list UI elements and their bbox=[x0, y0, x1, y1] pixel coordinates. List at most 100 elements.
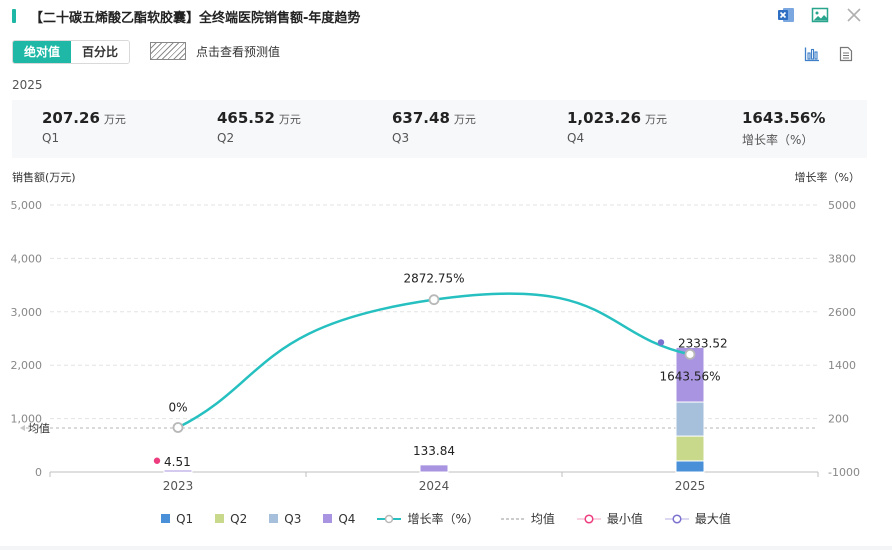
mean-label: 均值 bbox=[28, 422, 50, 435]
legend-label: 最大值 bbox=[694, 512, 731, 526]
title-accent-mark bbox=[12, 9, 16, 23]
legend-swatch bbox=[576, 513, 601, 524]
y-tick-label: 4,000 bbox=[11, 252, 43, 265]
legend-label: 均值 bbox=[530, 512, 555, 526]
close-icon[interactable] bbox=[844, 5, 864, 25]
bar-segment-q3 bbox=[675, 401, 705, 437]
legend-item[interactable]: 最小值 bbox=[576, 510, 643, 527]
x-tick-label: 2024 bbox=[419, 479, 450, 493]
legend-swatch bbox=[664, 513, 689, 524]
value-mode-toggle: 绝对值 百分比 bbox=[12, 40, 131, 64]
summary-item-q1: 207.26 万元 Q1 bbox=[42, 109, 126, 145]
legend-swatch bbox=[377, 514, 402, 523]
page-title: 【二十碳五烯酸乙酯软胶囊】全终端医院销售额-年度趋势 bbox=[30, 10, 361, 26]
sales-trend-chart: 销售额(万元) 增长率（%） 0 -1000 1,000 200 2,000 1400 3,00… bbox=[11, 170, 861, 493]
y-right-tick-label: 1400 bbox=[828, 359, 856, 372]
bar-total-label: 4.51 bbox=[164, 455, 191, 469]
y-tick-label: 1,000 bbox=[11, 413, 43, 426]
legend-label: Q3 bbox=[284, 511, 302, 526]
summary-value: 465.52 bbox=[217, 109, 275, 127]
hatch-swatch bbox=[150, 42, 186, 60]
bar-segment-q1 bbox=[163, 469, 193, 473]
summary-label: Q2 bbox=[217, 131, 235, 145]
summary-value: 207.26 bbox=[42, 109, 100, 127]
y-right-tick-label: -1000 bbox=[828, 466, 860, 479]
summary-year: 2025 bbox=[12, 78, 43, 92]
summary-label: Q4 bbox=[567, 131, 585, 145]
summary-unit: 万元 bbox=[278, 113, 301, 126]
summary-label: 增长率（%） bbox=[742, 133, 814, 147]
legend-label: Q1 bbox=[176, 511, 194, 526]
summary-value: 1,023.26 bbox=[567, 109, 642, 127]
growth-label: 0% bbox=[168, 401, 187, 415]
legend-item[interactable]: Q3 bbox=[269, 512, 301, 526]
max-marker bbox=[657, 339, 665, 346]
growth-label: 2872.75% bbox=[403, 272, 464, 286]
summary-value: 637.48 bbox=[392, 109, 450, 127]
x-tick-label: 2023 bbox=[163, 479, 194, 493]
y-tick-label: 5,000 bbox=[11, 199, 43, 212]
legend-label: 最小值 bbox=[606, 512, 643, 526]
bar-total-label: 2333.52 bbox=[678, 336, 728, 350]
growth-line bbox=[177, 292, 691, 429]
toggle-absolute[interactable]: 绝对值 bbox=[13, 41, 72, 63]
title-bar: 【二十碳五烯酸乙酯软胶囊】全终端医院销售额-年度趋势 bbox=[12, 6, 360, 26]
table-icon[interactable] bbox=[836, 44, 856, 64]
y-right-tick-label: 3800 bbox=[828, 252, 856, 265]
growth-label: 1643.56% bbox=[659, 369, 720, 383]
min-marker bbox=[153, 457, 161, 464]
legend-label: 增长率（%） bbox=[407, 512, 479, 526]
summary-item-q2: 465.52 万元 Q2 bbox=[217, 109, 301, 145]
mean-marker bbox=[20, 425, 25, 432]
summary-unit: 万元 bbox=[103, 113, 126, 126]
summary-item-q4: 1,023.26 万元 Q4 bbox=[567, 109, 667, 145]
summary-value: 1643.56% bbox=[742, 109, 826, 127]
x-tick-label: 2025 bbox=[675, 479, 706, 493]
legend-label: Q2 bbox=[230, 511, 248, 526]
summary-unit: 万元 bbox=[645, 113, 668, 126]
y-right-tick-label: 200 bbox=[828, 413, 849, 426]
legend-item[interactable]: Q4 bbox=[323, 512, 355, 526]
view-switch bbox=[802, 44, 856, 64]
image-export-icon[interactable] bbox=[810, 5, 830, 25]
legend-item[interactable]: 最大值 bbox=[664, 510, 731, 527]
predict-toggle[interactable]: 点击查看预测值 bbox=[150, 42, 280, 60]
bar-total-label: 133.84 bbox=[413, 444, 455, 458]
legend-item[interactable]: Q2 bbox=[215, 512, 247, 526]
bar-segment-q1 bbox=[675, 460, 705, 473]
summary-label: Q1 bbox=[42, 131, 60, 145]
legend-item[interactable]: Q1 bbox=[161, 512, 193, 526]
legend-label: Q4 bbox=[338, 511, 356, 526]
y-right-tick-label: 5000 bbox=[828, 199, 856, 212]
legend-swatch bbox=[500, 518, 525, 519]
predict-label: 点击查看预测值 bbox=[196, 44, 281, 59]
top-toolbar bbox=[776, 5, 864, 25]
excel-export-icon[interactable] bbox=[776, 5, 796, 25]
bar-chart-icon[interactable] bbox=[802, 44, 822, 64]
y-right-tick-label: 2600 bbox=[828, 306, 856, 319]
summary-item-q3: 637.48 万元 Q3 bbox=[392, 109, 476, 145]
y-tick-label: 3,000 bbox=[11, 306, 43, 319]
bar-segment-q2 bbox=[675, 435, 705, 462]
y-axis-right-title: 增长率（%） bbox=[795, 170, 860, 184]
chart-legend: Q1 Q2 Q3 Q4 增长率（%） 均值 最小值 最大值 bbox=[0, 510, 892, 527]
y-tick-label: 2,000 bbox=[11, 359, 43, 372]
legend-swatch bbox=[215, 514, 225, 523]
y-tick-label: 0 bbox=[35, 466, 42, 479]
y-axis-title: 销售额(万元) bbox=[12, 170, 76, 184]
growth-point bbox=[428, 294, 440, 306]
bar-segment-q1 bbox=[419, 464, 449, 473]
growth-point bbox=[684, 348, 696, 360]
summary-label: Q3 bbox=[392, 131, 410, 145]
summary-panel: 207.26 万元 Q1 465.52 万元 Q2 637.48 万元 Q3 1,02… bbox=[12, 100, 867, 158]
legend-item[interactable]: 均值 bbox=[500, 510, 555, 527]
summary-item-growth: 1643.56% 增长率（%） bbox=[742, 109, 825, 148]
legend-swatch bbox=[269, 514, 279, 523]
summary-unit: 万元 bbox=[453, 113, 476, 126]
legend-swatch bbox=[323, 514, 333, 523]
legend-swatch bbox=[161, 514, 171, 523]
toggle-percent[interactable]: 百分比 bbox=[71, 41, 130, 63]
growth-point bbox=[172, 422, 184, 433]
legend-item[interactable]: 增长率（%） bbox=[377, 510, 479, 527]
